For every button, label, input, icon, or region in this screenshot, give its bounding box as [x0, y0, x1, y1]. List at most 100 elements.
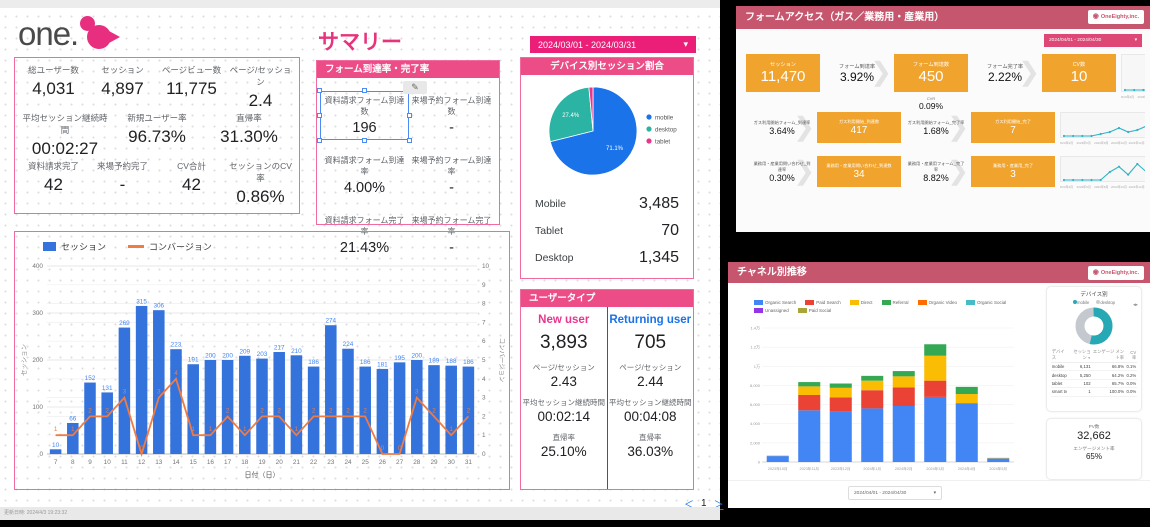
selection-handle: [407, 112, 412, 118]
form-metric[interactable]: 資料請求フォーム到達数 196: [317, 88, 412, 143]
svg-text:223: 223: [171, 342, 182, 349]
kpi-tile-value: 450: [918, 68, 944, 85]
user-type-value: 3,893: [539, 332, 588, 353]
edit-pencil-icon[interactable]: ✎: [403, 81, 427, 94]
chevron-down-icon: ▾: [683, 39, 688, 49]
chevron-down-icon: ▾: [1134, 38, 1137, 43]
selection-handle: [317, 112, 322, 118]
kpi-value: 4,031: [32, 79, 75, 99]
stack-segment: [892, 371, 915, 377]
form-metric-value: -: [449, 120, 454, 136]
stack-segment: [924, 355, 947, 381]
svg-text:29: 29: [430, 459, 438, 466]
kpi-value: -: [119, 174, 126, 194]
kpi-label: 直帰率: [236, 112, 262, 123]
svg-text:71.1%: 71.1%: [606, 146, 624, 152]
legend-label: セッション: [61, 242, 107, 252]
user-metric-value: 00:02:14: [537, 409, 591, 424]
panel-nav-arrows-icon[interactable]: ◂▸: [1132, 302, 1138, 308]
legend-item: コンバージョン: [128, 240, 212, 253]
device-table: デバイス セッション ▼ エンゲージ メント率 CV率 mobile 6,131 66.8%…: [1050, 348, 1138, 397]
sessions-conversions-chart[interactable]: 0123456789100100200300400106615213126931…: [17, 254, 507, 486]
stack-segment: [924, 344, 947, 356]
channel-trend-header: チャネル別推移 ◉ OneEighty,inc.: [728, 262, 1150, 283]
arrow-right-icon: ❯: [793, 154, 815, 185]
legend-label: Organic Video: [928, 300, 957, 305]
session-bar: [49, 449, 62, 454]
kpi-tile-label: セッション: [770, 62, 796, 68]
channel-stacked-bar-chart[interactable]: 0 2,000 4,000 6,000 8,000 1万 1.2万 1.4万 2023年10月 2…: [736, 324, 1020, 476]
svg-text:1: 1: [482, 432, 486, 439]
user-metric-label: 平均セッション継続時間: [609, 398, 692, 407]
table-cell: 64.2%: [1091, 370, 1126, 380]
svg-text:2: 2: [482, 413, 486, 420]
summary-dashboard: one. サマリー 2024/03/01 - 2024/03/31 ▾ 総ユーザ…: [0, 0, 724, 520]
arrow-right-icon: ❯: [793, 110, 815, 141]
stack-segment: [829, 383, 852, 388]
svg-text:2024年4月: 2024年4月: [958, 466, 976, 471]
svg-text:2023年6月: 2023年6月: [1076, 140, 1090, 145]
selection-handle: [317, 138, 322, 143]
date-range-control[interactable]: 2024/03/01 - 2024/03/31 ▾: [530, 36, 696, 53]
svg-text:2023年4月: 2023年4月: [1060, 140, 1073, 145]
table-cell: 0.0%: [1125, 379, 1138, 389]
channel-trend-date-control[interactable]: 2024/04/01 - 2024/04/30 ▾: [848, 486, 942, 500]
session-bar: [428, 365, 440, 454]
column-header[interactable]: CV率: [1125, 348, 1138, 363]
column-header[interactable]: セッション ▼: [1069, 348, 1092, 363]
user-metric-value: 2.43: [550, 374, 577, 389]
legend-item: Organic Video: [917, 300, 957, 305]
session-bar: [67, 422, 79, 454]
pagination-page-number: 1: [701, 498, 707, 509]
kpi-value: 42: [182, 174, 201, 194]
pagination-next-button[interactable]: ＞: [713, 500, 724, 511]
kpi-tile: 業務用・産業用問い合わせ_到達数 34: [817, 156, 901, 187]
svg-text:3: 3: [157, 389, 161, 396]
svg-text:200: 200: [205, 353, 216, 360]
oneeighty-logo-icon: ◉: [1092, 13, 1099, 20]
svg-text:1: 1: [243, 426, 247, 433]
svg-text:189: 189: [429, 358, 440, 365]
column-header[interactable]: エンゲージ メント率: [1091, 348, 1126, 363]
user-type-column: Returning user 705 ページ/セッション 2.44 平均セッション継続時…: [608, 307, 694, 489]
device-donut-chart[interactable]: [1074, 306, 1114, 346]
kpi-tile-value: 34: [853, 169, 865, 180]
kpi-tile-label: ガス利用開始_到達数: [838, 119, 880, 124]
arrow-right-icon: ❯: [947, 154, 969, 185]
legend-item: Paid Search: [805, 300, 841, 305]
stack-segment: [892, 406, 915, 462]
form-access-date-control[interactable]: 2024/04/01 - 2024/04/30 ▾: [1044, 34, 1142, 47]
kpi-metric: ページビュー数 11,775: [157, 64, 226, 111]
kpi-metric: セッション 4,897: [88, 64, 157, 111]
table-cell: 0.0%: [1125, 387, 1138, 397]
svg-text:11: 11: [121, 459, 128, 466]
kpi-label: セッション: [101, 65, 144, 76]
device-pie-chart[interactable]: 71.1% 27.4% mobile desktop tablet: [521, 75, 691, 185]
column-header[interactable]: デバイス: [1050, 348, 1070, 363]
pagination-prev-button[interactable]: ＜: [684, 500, 694, 511]
svg-text:2: 2: [346, 407, 350, 414]
pv-value: 32,662: [1077, 430, 1111, 442]
svg-text:0: 0: [381, 445, 385, 452]
kpi-label: CV合計: [177, 160, 206, 171]
session-bar: [135, 305, 148, 454]
kpi-tile-label: 業務用・産業用_完了: [992, 163, 1034, 168]
svg-text:1: 1: [54, 426, 58, 433]
kpi-tile-label: CV数: [1072, 62, 1086, 68]
table-cell: 0.1%: [1125, 362, 1138, 372]
svg-text:200: 200: [411, 353, 422, 360]
trend-sparkline: 2023年4月2023年6月2023年8月2023年10月2023年12月202…: [1060, 156, 1145, 189]
oneeighty-badge: ◉ OneEighty,inc.: [1087, 266, 1144, 280]
table-row: smart tv 1 100.0% 0.0%: [1050, 387, 1138, 397]
svg-text:152: 152: [85, 375, 96, 382]
device-row: Mobile 3,485: [535, 190, 679, 217]
device-value: 3,485: [638, 194, 679, 212]
table-cell: 100.0%: [1091, 387, 1126, 397]
legend-item: Direct: [849, 300, 873, 305]
table-cell: mobile: [1050, 362, 1070, 372]
svg-text:400: 400: [32, 263, 43, 270]
arrow-right-icon: ❯: [870, 56, 892, 87]
kpi-tile-value: 7: [1010, 125, 1016, 136]
svg-text:2: 2: [432, 407, 436, 414]
